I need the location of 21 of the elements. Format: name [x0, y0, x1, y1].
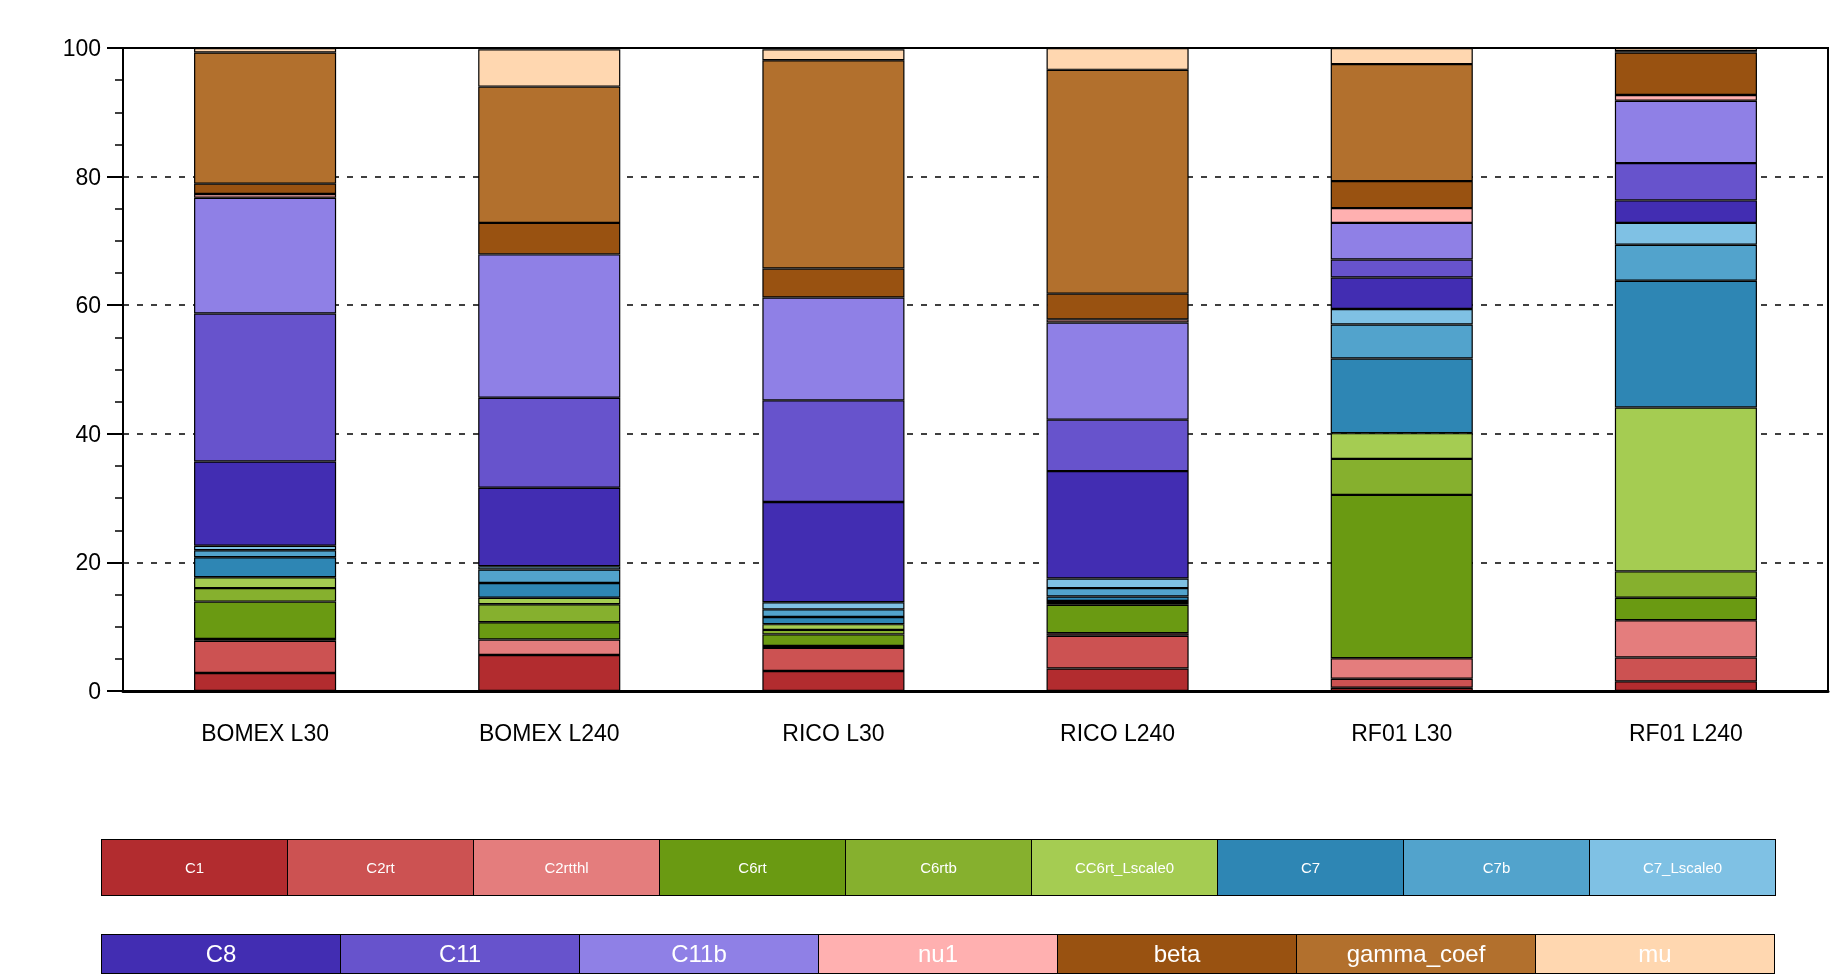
text: C11: [432, 937, 488, 971]
text: C7_Lscale0: [1636, 856, 1729, 879]
y-tick-label: 80: [75, 163, 101, 190]
text: C8: [199, 937, 243, 971]
text: beta: [1147, 937, 1207, 971]
text: gamma_coef: [1340, 937, 1492, 971]
x-tick-label: RF01 L240: [1629, 719, 1743, 746]
x-tick-label: RF01 L30: [1351, 719, 1453, 746]
text: CC6rt_Lscale0: [1068, 856, 1181, 879]
y-tick-label: 0: [88, 678, 101, 704]
x-tick-label: RICO L30: [782, 719, 885, 746]
text: mu: [1632, 937, 1678, 971]
y-tick-label: 60: [75, 292, 101, 319]
x-tick-label: BOMEX L30: [201, 719, 330, 746]
y-tick-label: 20: [75, 549, 101, 576]
x-tick-label: RICO L240: [1060, 719, 1176, 746]
text: C11b: [665, 937, 733, 971]
x-tick-label: BOMEX L240: [478, 719, 620, 746]
y-tick-label: 40: [75, 420, 101, 447]
y-tick-label: 100: [62, 35, 101, 61]
text: nu1: [911, 937, 965, 971]
